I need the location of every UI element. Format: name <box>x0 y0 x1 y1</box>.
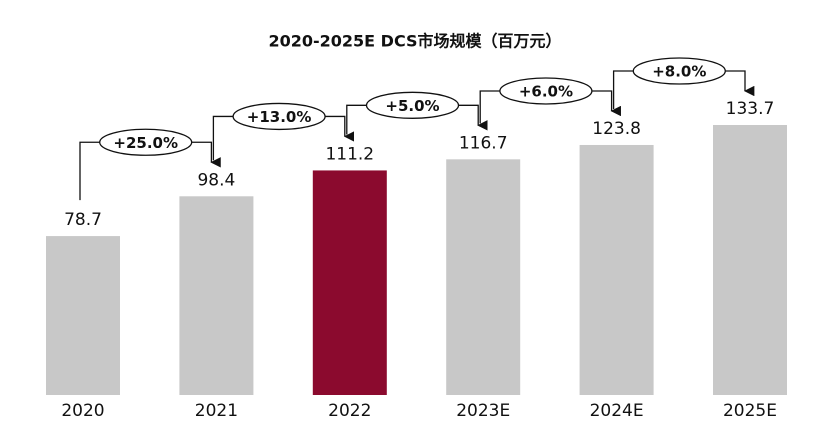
growth-bubble <box>232 102 326 131</box>
bar <box>46 236 120 395</box>
value-label: 123.8 <box>592 119 641 139</box>
bar <box>713 125 787 395</box>
value-label: 111.2 <box>325 144 374 164</box>
value-label: 116.7 <box>459 133 508 153</box>
growth-label: +6.0% <box>519 82 573 100</box>
bar <box>446 159 521 395</box>
x-tick-label: 2023E <box>456 401 510 421</box>
x-tick-label: 2021 <box>195 401 238 421</box>
value-label: 78.7 <box>64 210 102 230</box>
chart-title: 2020-2025E DCS市场规模（百万元） <box>268 32 561 51</box>
growth-bubble <box>365 91 460 119</box>
growth-bubble <box>632 57 726 85</box>
growth-label: +5.0% <box>385 97 439 115</box>
x-tick-label: 2022 <box>328 401 371 421</box>
bar <box>179 196 254 395</box>
value-label: 98.4 <box>197 170 235 190</box>
bar <box>312 170 387 395</box>
growth-label: +25.0% <box>113 134 178 152</box>
x-tick-label: 2020 <box>61 401 104 421</box>
bar <box>579 144 654 395</box>
x-tick-label: 2025E <box>723 401 777 421</box>
growth-bubble <box>499 77 593 105</box>
growth-bubble <box>99 128 193 156</box>
growth-label: +8.0% <box>652 63 706 81</box>
x-tick-label: 2024E <box>590 401 644 421</box>
growth-label: +13.0% <box>247 108 312 126</box>
value-label: 133.7 <box>726 99 775 119</box>
